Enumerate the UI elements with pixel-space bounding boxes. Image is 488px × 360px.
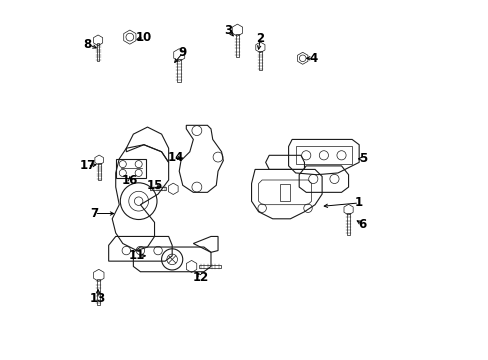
Text: 9: 9: [178, 46, 186, 59]
Text: 4: 4: [308, 52, 317, 65]
Text: 1: 1: [354, 197, 363, 210]
Text: 13: 13: [90, 292, 106, 305]
Text: 17: 17: [79, 159, 96, 172]
Text: 6: 6: [358, 217, 366, 231]
Text: 8: 8: [83, 38, 91, 51]
Text: 11: 11: [128, 249, 145, 262]
Text: 3: 3: [224, 23, 232, 37]
Text: 15: 15: [146, 179, 163, 192]
Text: 10: 10: [136, 31, 152, 44]
Text: 16: 16: [122, 174, 138, 186]
Text: 14: 14: [167, 150, 183, 163]
Text: 5: 5: [358, 152, 366, 165]
Text: 12: 12: [192, 270, 208, 284]
Text: 2: 2: [256, 32, 264, 45]
Text: 7: 7: [90, 207, 99, 220]
